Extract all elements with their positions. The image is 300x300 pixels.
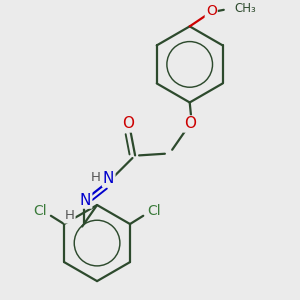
Text: N: N (80, 193, 91, 208)
Text: O: O (184, 116, 196, 131)
Text: CH₃: CH₃ (234, 2, 256, 15)
Text: H: H (65, 209, 74, 222)
Text: Cl: Cl (34, 205, 47, 218)
Text: N: N (103, 171, 114, 186)
Text: H: H (91, 171, 101, 184)
Text: Cl: Cl (147, 205, 160, 218)
Text: O: O (122, 116, 134, 131)
Text: O: O (206, 4, 217, 18)
